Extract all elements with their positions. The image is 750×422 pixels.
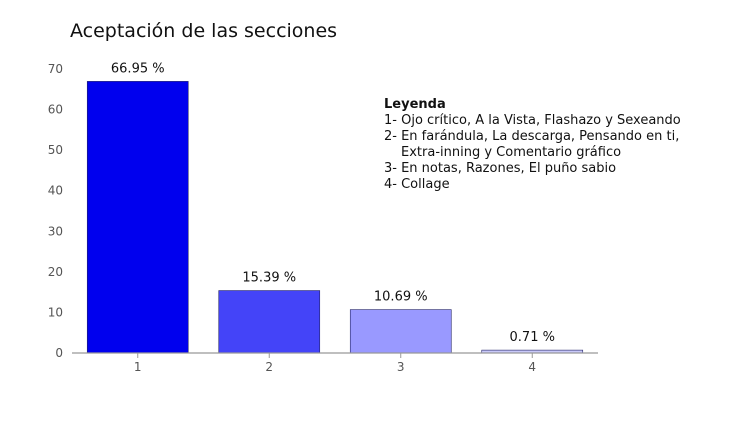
- y-tick-label: 60: [48, 103, 63, 117]
- legend-item-2: 2- En farándula, La descarga, Pensando e…: [384, 129, 679, 144]
- y-tick-label: 40: [48, 184, 63, 198]
- data-label-2: 15.39 %: [242, 271, 296, 286]
- legend: Leyenda 1- Ojo crítico, A la Vista, Flas…: [384, 97, 681, 192]
- legend-item-4: 4- Collage: [384, 177, 450, 192]
- bar-2: [218, 290, 321, 354]
- y-tick-label: 20: [48, 265, 63, 279]
- x-axis: 1 2 3 4: [72, 352, 598, 374]
- data-labels: 66.95 % 15.39 % 10.69 % 0.71 %: [111, 61, 555, 345]
- y-tick-label: 10: [48, 305, 63, 319]
- bar-1: [86, 81, 189, 354]
- bars: [86, 81, 584, 354]
- y-tick-label: 70: [48, 62, 63, 76]
- data-label-3: 10.69 %: [374, 290, 428, 305]
- legend-item-2-continued: Extra-inning y Comentario gráfico: [401, 145, 621, 160]
- bar-3: [349, 309, 452, 354]
- chart-title: Aceptación de las secciones: [70, 20, 337, 42]
- y-tick-label: 30: [48, 224, 63, 238]
- legend-item-1: 1- Ojo crítico, A la Vista, Flashazo y S…: [384, 113, 681, 128]
- legend-title: Leyenda: [384, 97, 446, 112]
- x-tick-label: 2: [265, 360, 273, 374]
- y-tick-label: 50: [48, 143, 63, 157]
- x-tick-label: 4: [528, 360, 536, 374]
- y-tick-label: 0: [55, 346, 63, 360]
- data-label-4: 0.71 %: [510, 330, 555, 345]
- legend-item-3: 3- En notas, Razones, El puño sabio: [384, 161, 616, 176]
- x-tick-label: 1: [134, 360, 142, 374]
- data-label-1: 66.95 %: [111, 61, 165, 76]
- x-tick-label: 3: [397, 360, 405, 374]
- y-axis: 0 10 20 30 40 50 60 70: [48, 62, 63, 360]
